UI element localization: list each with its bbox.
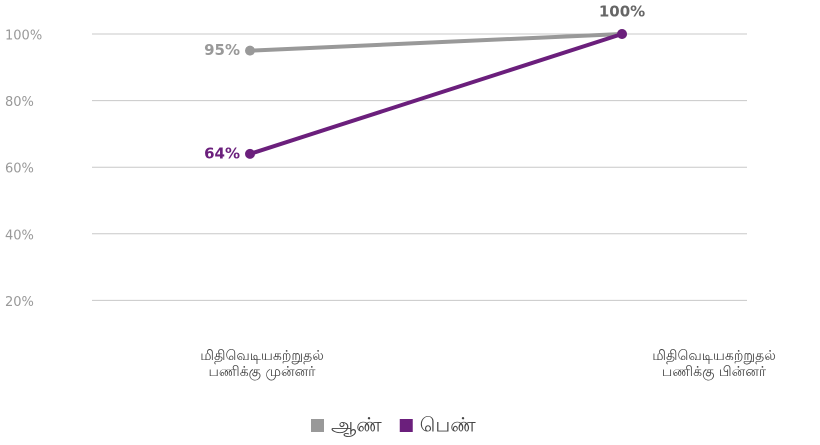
x-tick-label: மிதிவெடியகற்றுதல்	[200, 348, 324, 364]
line	[249, 32, 623, 53]
legend-swatch	[399, 419, 413, 432]
point	[245, 148, 255, 159]
data-label: 64%	[204, 144, 240, 162]
y-tick-label: 40%	[5, 228, 34, 243]
x-tick-label: மிதிவெடியகற்றுதல்	[652, 348, 776, 364]
y-tick-label: 100%	[5, 29, 42, 44]
legend-label: ஆண்	[331, 413, 382, 438]
legend-swatch	[311, 419, 324, 432]
line	[249, 32, 623, 156]
x-tick-label: பணிக்கு பின்னர்	[662, 364, 767, 381]
y-tick-label: 20%	[5, 295, 34, 310]
y-tick-label: 60%	[5, 162, 34, 177]
point	[617, 29, 627, 39]
point	[245, 45, 255, 56]
y-tick-label: 80%	[5, 95, 34, 110]
data-label: 100%	[599, 3, 645, 21]
x-tick-label: பணிக்கு முன்னர்	[208, 364, 316, 381]
legend-label: பெண்	[420, 413, 476, 437]
data-label: 95%	[204, 41, 240, 59]
